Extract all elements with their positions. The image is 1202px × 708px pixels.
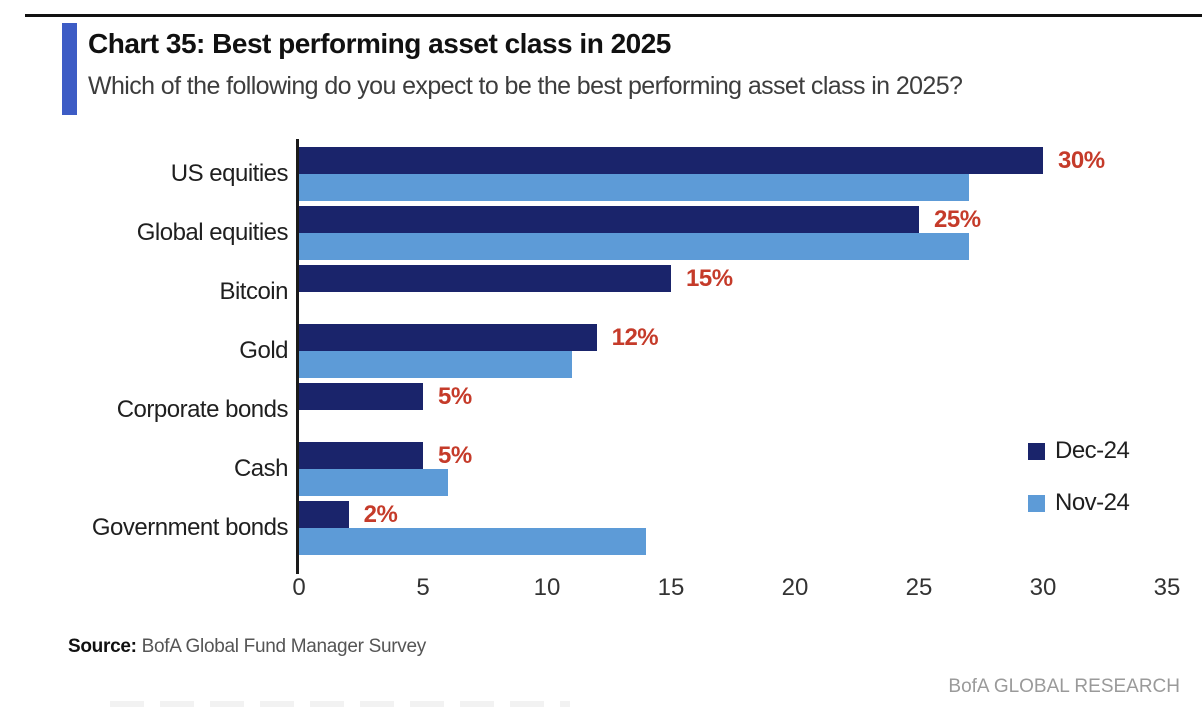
legend-swatch-dec-24 (1028, 442, 1045, 460)
chart-subtitle: Which of the following do you expect to … (88, 72, 963, 100)
bar-dec-24-bitcoin (299, 265, 671, 292)
top-rule (25, 14, 1202, 17)
bar-nov-24-global-equities (299, 233, 969, 260)
legend-label-dec-24: Dec-24 (1055, 437, 1130, 464)
source-label: Source: (68, 636, 137, 657)
chart-title: Chart 35: Best performing asset class in… (88, 28, 671, 59)
value-label: 5% (438, 383, 472, 410)
source-line: Source: BofA Global Fund Manager Survey (68, 636, 426, 658)
category-label: US equities (170, 160, 289, 187)
bar-nov-24-government-bonds (299, 528, 647, 555)
bar-dec-24-global-equities (299, 206, 919, 233)
category-label: Gold (239, 337, 288, 364)
bar-nov-24-gold (299, 351, 572, 378)
x-tick-label: 20 (781, 574, 809, 601)
category-label: Government bonds (91, 514, 289, 541)
x-tick-label: 0 (292, 574, 306, 601)
value-label: 5% (438, 442, 472, 469)
cropped-text-artifact (110, 701, 570, 707)
bar-dec-24-government-bonds (299, 501, 349, 528)
x-tick-label: 10 (533, 574, 561, 601)
y-axis-line (296, 139, 299, 574)
x-tick-label: 15 (657, 574, 685, 601)
x-tick-label: 5 (416, 574, 430, 601)
brand-line: BofA GLOBAL RESEARCH (948, 676, 1180, 697)
bar-dec-24-cash (299, 442, 423, 469)
legend-label-nov-24: Nov-24 (1055, 489, 1130, 516)
category-label: Global equities (136, 219, 289, 246)
value-label: 2% (363, 501, 398, 528)
bar-dec-24-gold (299, 324, 597, 351)
value-label: 25% (934, 206, 981, 233)
bar-dec-24-us-equities (299, 147, 1043, 174)
legend-item-nov-24: Nov-24 (1028, 489, 1130, 516)
value-label: 15% (686, 265, 733, 292)
legend-swatch-nov-24 (1028, 494, 1045, 512)
title-accent-bar (62, 23, 77, 115)
x-tick-label: 30 (1029, 574, 1057, 601)
bar-dec-24-corporate-bonds (299, 383, 423, 410)
category-label: Corporate bonds (116, 396, 289, 423)
category-label: Cash (233, 455, 289, 482)
category-label: Bitcoin (219, 278, 288, 305)
x-tick-label: 25 (905, 574, 933, 601)
value-label: 12% (611, 324, 659, 351)
bar-nov-24-cash (299, 469, 448, 496)
x-tick-label: 35 (1153, 574, 1181, 601)
source-text: BofA Global Fund Manager Survey (136, 636, 427, 657)
legend-item-dec-24: Dec-24 (1028, 437, 1130, 464)
value-label: 30% (1058, 147, 1105, 174)
bar-nov-24-us-equities (299, 174, 969, 201)
